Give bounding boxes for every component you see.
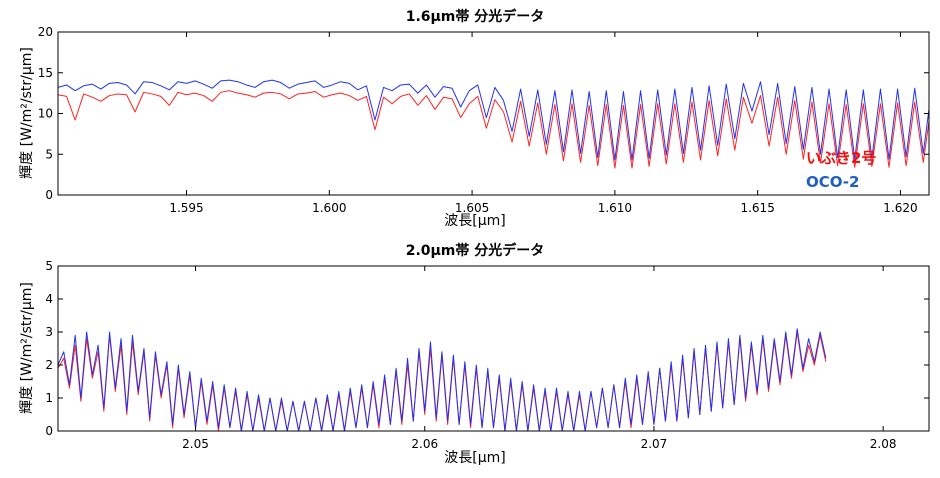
panel-1: 1.6μm帯 分光データ 0 5 10 15 20 1.595 1.600 1.605 1.61… <box>19 8 930 229</box>
chart-1-ylabel: 輝度 [W/m²/str/μm] <box>19 47 35 179</box>
chart-1-xtick-label: 1.605 <box>455 201 489 215</box>
chart-2-xlabel: 波長[μm] <box>444 450 505 466</box>
chart-2-frame <box>57 265 930 432</box>
chart-2-ytick-label: 5 <box>45 259 53 273</box>
chart-1-ytick-label: 10 <box>38 107 53 121</box>
chart-1-ytick-label: 15 <box>38 66 53 80</box>
chart-1-xtick-label: 1.595 <box>169 201 203 215</box>
chart-1-series-oco2-line <box>58 79 929 161</box>
chart-2-plot-area <box>58 328 827 431</box>
chart-2-title: 2.0μm帯 分光データ <box>406 242 545 259</box>
chart-1-xtick-label: 1.615 <box>740 201 774 215</box>
chart-1-axes: 0 5 10 15 20 1.595 1.600 1.605 1.610 1.615 1.620 <box>38 25 929 215</box>
chart-1-plot-area <box>58 79 929 169</box>
chart-1-series-ibuki2-line <box>58 90 929 169</box>
chart-2-xtick-label: 2.06 <box>411 437 438 451</box>
chart-2-ytick-label: 3 <box>45 325 53 339</box>
chart-1-xtick-label: 1.600 <box>312 201 346 215</box>
legend-label-oco2: OCO-2 <box>806 173 859 191</box>
chart-2-axes: 0 1 2 3 4 5 2.05 2.06 2.07 2.08 <box>45 259 929 451</box>
chart-1-ytick-label: 20 <box>38 25 53 39</box>
chart-2-ytick-label: 0 <box>45 424 53 438</box>
chart-2-xtick-label: 2.07 <box>641 437 668 451</box>
panel-2: 2.0μm帯 分光データ 0 1 2 3 4 5 2.05 2.06 2.07 2.08 波長[μ… <box>19 242 930 466</box>
legend-label-ibuki2: いぶき2号 <box>806 149 876 167</box>
chart-1-xlabel: 波長[μm] <box>444 213 505 229</box>
chart-2-xtick-label: 2.05 <box>182 437 209 451</box>
chart-2-xtick-label: 2.08 <box>870 437 897 451</box>
chart-2-ytick-label: 4 <box>45 292 53 306</box>
chart-1-ytick-label: 0 <box>45 188 53 202</box>
chart-1-xtick-label: 1.620 <box>883 201 917 215</box>
chart-2-ytick-label: 2 <box>45 358 53 372</box>
chart-2-series-oco2-line <box>58 328 827 431</box>
chart-1-xtick-label: 1.610 <box>598 201 632 215</box>
chart-1-title: 1.6μm帯 分光データ <box>406 8 545 25</box>
chart-1-ytick-label: 5 <box>45 147 53 161</box>
chart-2-ylabel: 輝度 [W/m²/str/μm] <box>19 282 35 414</box>
chart-2-ytick-label: 1 <box>45 391 53 405</box>
